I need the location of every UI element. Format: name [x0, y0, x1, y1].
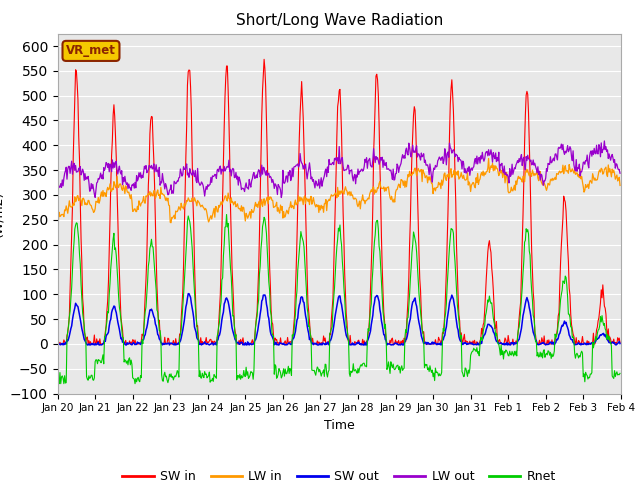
SW out — [123, 342, 131, 348]
LW out — [278, 194, 285, 200]
SW out — [184, 291, 192, 297]
SW in — [123, 341, 131, 347]
Line: SW out: SW out — [58, 294, 620, 345]
SW out — [180, 323, 188, 328]
Rnet — [180, 293, 188, 299]
LW in — [209, 209, 217, 215]
LW out — [616, 170, 624, 176]
Line: LW out: LW out — [58, 141, 620, 197]
SW out — [60, 342, 67, 348]
SW out — [65, 336, 72, 342]
X-axis label: Time: Time — [324, 419, 355, 432]
LW in — [64, 210, 72, 216]
LW out — [600, 138, 608, 144]
Line: Rnet: Rnet — [58, 215, 620, 384]
SW in — [65, 322, 72, 327]
LW in — [424, 174, 432, 180]
SW in — [54, 335, 61, 340]
Line: SW in: SW in — [58, 60, 620, 344]
SW out — [409, 299, 417, 305]
SW in — [180, 264, 188, 269]
SW in — [54, 341, 62, 347]
Rnet — [123, 360, 131, 366]
LW in — [122, 183, 129, 189]
SW in — [209, 341, 217, 347]
Rnet — [55, 381, 63, 386]
Y-axis label: (W/m2): (W/m2) — [0, 191, 4, 237]
LW in — [167, 220, 175, 226]
LW in — [180, 206, 188, 212]
SW out — [210, 341, 218, 347]
LW in — [408, 172, 416, 178]
SW out — [616, 341, 624, 347]
LW out — [209, 173, 216, 179]
Rnet — [409, 242, 417, 248]
LW out — [122, 179, 129, 185]
SW out — [54, 339, 61, 345]
LW in — [54, 216, 61, 222]
Legend: SW in, LW in, SW out, LW out, Rnet: SW in, LW in, SW out, LW out, Rnet — [118, 465, 561, 480]
LW out — [54, 190, 61, 195]
Rnet — [209, 379, 217, 384]
Title: Short/Long Wave Radiation: Short/Long Wave Radiation — [236, 13, 443, 28]
SW in — [426, 341, 433, 347]
Rnet — [616, 371, 624, 376]
Line: LW in: LW in — [58, 158, 620, 223]
Rnet — [223, 212, 230, 217]
LW in — [616, 182, 624, 188]
LW out — [424, 165, 432, 171]
LW out — [64, 166, 72, 172]
SW out — [426, 341, 433, 347]
Rnet — [54, 372, 61, 378]
SW in — [409, 132, 417, 137]
LW out — [179, 171, 187, 177]
Text: VR_met: VR_met — [66, 44, 116, 58]
SW in — [616, 340, 624, 346]
LW in — [484, 156, 492, 161]
LW out — [408, 148, 416, 154]
Rnet — [65, 324, 72, 329]
SW in — [260, 57, 268, 62]
Rnet — [426, 369, 433, 374]
